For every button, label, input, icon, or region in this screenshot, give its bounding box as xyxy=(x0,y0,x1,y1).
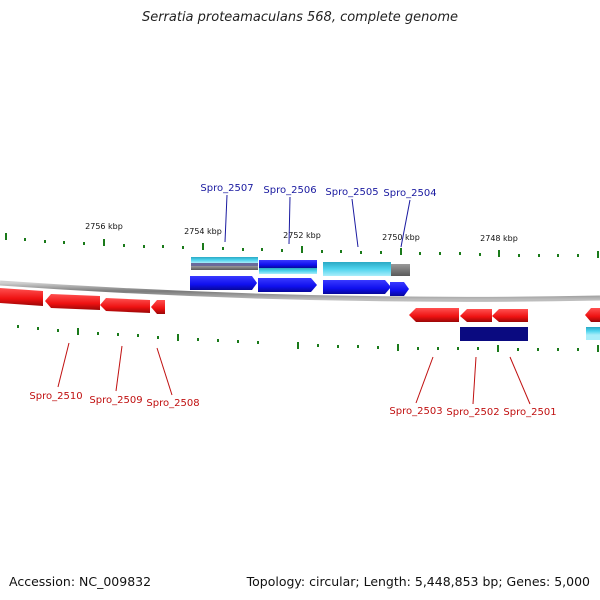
kbp-label-2752: 2752 kbp xyxy=(283,231,321,240)
gene-label-spro-2510: Spro_2510 xyxy=(29,391,82,402)
reverse-gene-track xyxy=(0,288,600,322)
gene-arrow-spro-2503[interactable] xyxy=(409,308,459,322)
gene-arrow-spro-2506[interactable] xyxy=(258,278,317,292)
feature-bar[interactable] xyxy=(460,327,528,341)
feature-bar[interactable] xyxy=(191,257,258,263)
gene-label-spro-2507: Spro_2507 xyxy=(200,183,253,194)
gene-arrow-spro-2511[interactable] xyxy=(0,288,43,306)
gene-arrow-spro-2501[interactable] xyxy=(492,309,528,322)
feature-bar[interactable] xyxy=(259,260,317,268)
inner-ruler xyxy=(17,325,599,352)
gene-label-spro-2505: Spro_2505 xyxy=(325,187,378,198)
forward-gene-track xyxy=(190,276,409,296)
gene-arrow-spro-2502[interactable] xyxy=(460,309,492,322)
accession-text: Accession: NC_009832 xyxy=(9,574,152,589)
genome-summary-text: Topology: circular; Length: 5,448,853 bp… xyxy=(246,574,590,589)
feature-bar[interactable] xyxy=(259,268,317,274)
gene-arrow-spro-2508[interactable] xyxy=(151,300,165,314)
gene-label-spro-2508: Spro_2508 xyxy=(146,398,199,409)
gene-label-spro-2504: Spro_2504 xyxy=(383,188,436,199)
gene-arrow-spro-2504[interactable] xyxy=(390,282,409,296)
gene-arrow-spro-2509[interactable] xyxy=(100,298,150,313)
feature-bar[interactable] xyxy=(323,262,391,276)
feature-bar[interactable] xyxy=(586,335,600,340)
gene-label-spro-2503: Spro_2503 xyxy=(389,406,442,417)
kbp-label-2748: 2748 kbp xyxy=(480,234,518,243)
feature-lane-lower xyxy=(460,327,600,341)
gene-label-spro-2506: Spro_2506 xyxy=(263,185,316,196)
outer-ruler xyxy=(5,233,599,258)
gene-label-spro-2501: Spro_2501 xyxy=(503,407,556,418)
gene-arrow-spro-2500[interactable] xyxy=(585,308,600,322)
gene-arrow-spro-2510[interactable] xyxy=(45,294,100,310)
kbp-label-2754: 2754 kbp xyxy=(184,227,222,236)
label-leaders xyxy=(57,194,531,405)
feature-bar[interactable] xyxy=(191,266,258,270)
gene-label-spro-2509: Spro_2509 xyxy=(89,395,142,406)
kbp-label-2756: 2756 kbp xyxy=(85,222,123,231)
gene-arrow-spro-2507[interactable] xyxy=(190,276,257,290)
map-title: Serratia proteamaculans 568, complete ge… xyxy=(141,10,459,25)
gene-label-spro-2502: Spro_2502 xyxy=(446,407,499,418)
feature-bar[interactable] xyxy=(586,327,600,335)
feature-lane-upper xyxy=(191,257,410,276)
gene-arrow-spro-2505[interactable] xyxy=(323,280,391,294)
genome-backbone xyxy=(0,280,600,302)
kbp-label-2750: 2750 kbp xyxy=(382,233,420,242)
feature-bar[interactable] xyxy=(191,263,258,266)
feature-bar[interactable] xyxy=(391,264,410,276)
